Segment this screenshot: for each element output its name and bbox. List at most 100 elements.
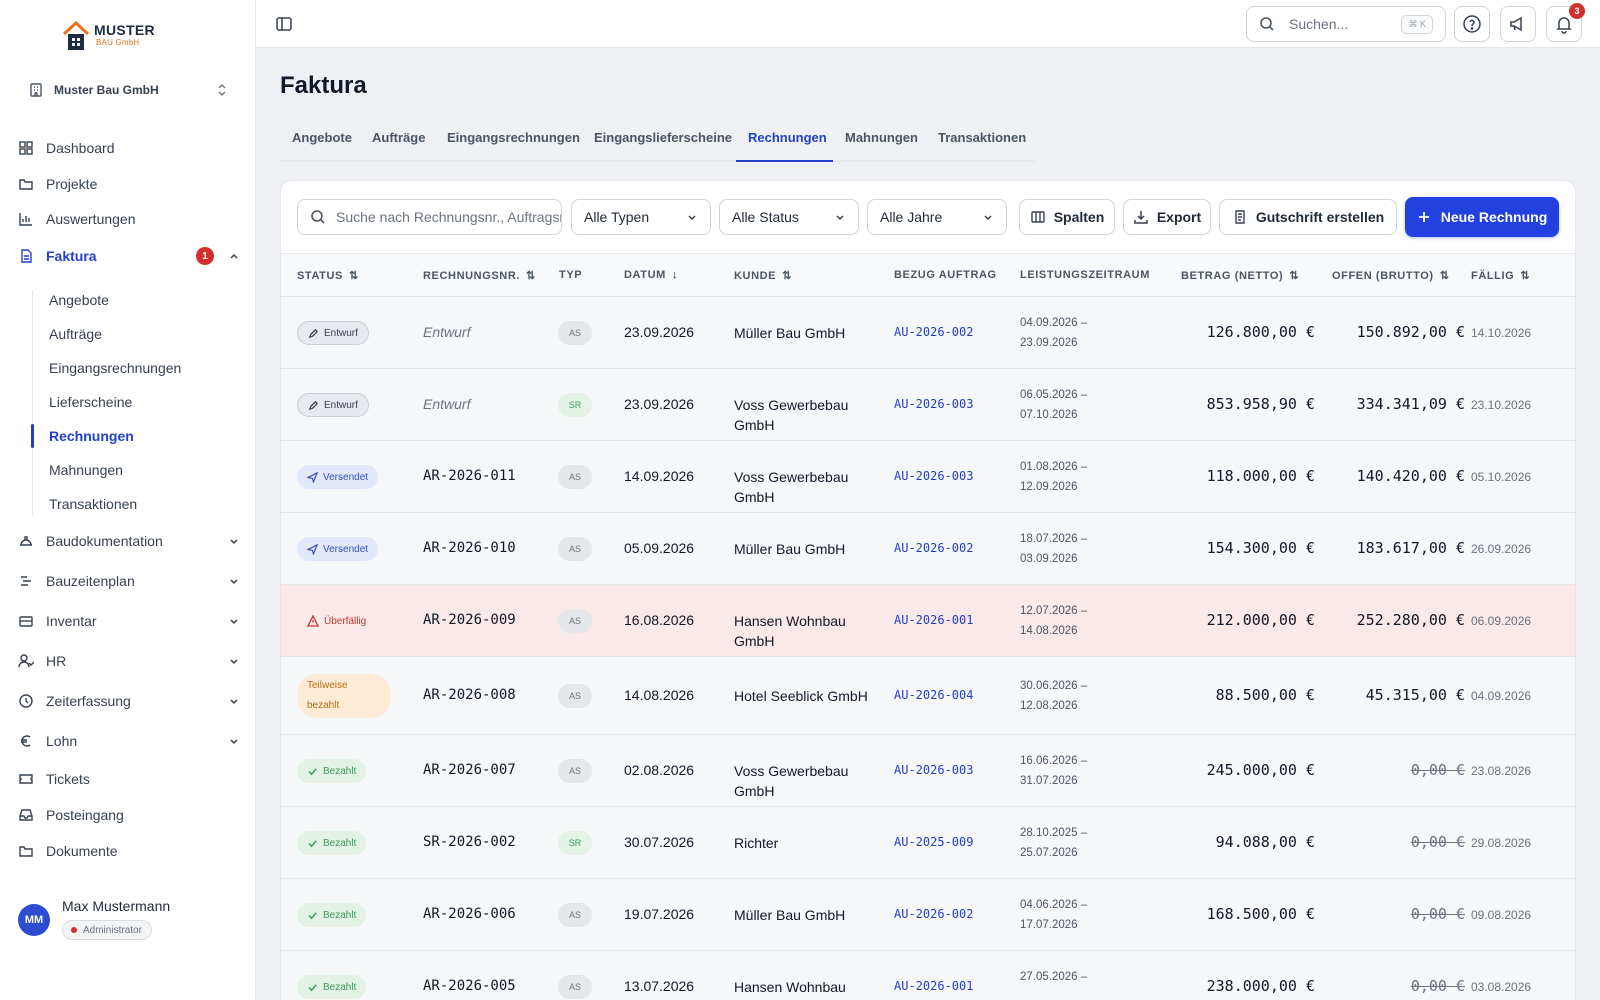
col-faellig[interactable]: FÄLLIG ⇅: [1471, 269, 1530, 283]
create-credit-note-button[interactable]: Gutschrift erstellen: [1219, 199, 1397, 235]
invoice-date: 16.08.2026: [624, 612, 695, 628]
export-button[interactable]: Export: [1123, 199, 1211, 235]
table-row[interactable]: Bezahlt SR-2026-002 SR 30.07.2026 Richter AU-…: [281, 807, 1575, 879]
order-reference-link[interactable]: AU-2025-009: [894, 835, 974, 849]
order-reference-link[interactable]: AU-2026-002: [894, 907, 974, 921]
table-row[interactable]: Versendet AR-2026-011 AS 14.09.2026 Voss Gew…: [281, 441, 1575, 513]
order-reference-link[interactable]: AU-2026-004: [894, 688, 974, 702]
subnav-auftraege[interactable]: Aufträge: [49, 326, 102, 342]
table-row[interactable]: Bezahlt AR-2026-007 AS 02.08.2026 Voss Gewer…: [281, 735, 1575, 807]
subnav-eingangsrechnungen[interactable]: Eingangsrechnungen: [49, 360, 182, 376]
nav-item-posteingang[interactable]: Posteingang: [18, 801, 240, 829]
nav-item-dashboard[interactable]: Dashboard: [18, 134, 240, 162]
col-offen[interactable]: OFFEN (BRUTTO) ⇅: [1332, 269, 1450, 283]
invoice-date: 23.09.2026: [624, 396, 695, 412]
invoice-search-input[interactable]: Suche nach Rechnungsnr., Auftragsnr.: [297, 199, 562, 235]
customer-name: Müller Bau GmbH: [734, 325, 846, 341]
tab-eingangsrechnungen[interactable]: Eingangsrechnungen: [447, 130, 580, 145]
nav-item-hr[interactable]: HR: [18, 647, 240, 675]
subnav-angebote[interactable]: Angebote: [49, 292, 109, 308]
order-reference-link[interactable]: AU-2026-001: [894, 613, 974, 627]
global-search-input[interactable]: Suchen... ⌘ K: [1246, 6, 1446, 42]
table-row[interactable]: Teilweise bezahlt AR-2026-008 AS 14.08.2026…: [281, 657, 1575, 735]
subnav-lieferscheine[interactable]: Lieferscheine: [49, 394, 133, 410]
tab-mahnungen[interactable]: Mahnungen: [845, 130, 918, 145]
invoice-number[interactable]: AR-2026-007: [423, 762, 516, 778]
tab-angebote[interactable]: Angebote: [292, 130, 352, 145]
nav-item-baudokumentation[interactable]: Baudokumentation: [18, 527, 240, 555]
year-filter-value: Alle Jahre: [880, 209, 943, 225]
invoice-number[interactable]: AR-2026-006: [423, 906, 516, 922]
subnav-mahnungen[interactable]: Mahnungen: [49, 462, 123, 478]
status-badge: Bezahlt: [297, 831, 367, 855]
year-filter-select[interactable]: Alle Jahre: [867, 199, 1007, 235]
new-invoice-button[interactable]: Neue Rechnung: [1405, 197, 1559, 237]
open-amount: 0,00 €: [1410, 833, 1465, 851]
nav-item-zeiterfassung[interactable]: Zeiterfassung: [18, 687, 240, 715]
col-rechnungsnr[interactable]: RECHNUNGSNR. ⇅: [423, 269, 536, 283]
col-status[interactable]: STATUS ⇅: [297, 269, 359, 283]
table-row[interactable]: Versendet AR-2026-010 AS 05.09.2026 Müller B…: [281, 513, 1575, 585]
order-reference-link[interactable]: AU-2026-001: [894, 979, 974, 993]
net-amount: 126.800,00 €: [1206, 323, 1315, 341]
invoice-date: 19.07.2026: [624, 906, 695, 922]
nav-item-auswertungen[interactable]: Auswertungen: [18, 205, 240, 233]
nav-item-lohn[interactable]: Lohn: [18, 727, 240, 755]
tab-transaktionen[interactable]: Transaktionen: [938, 130, 1027, 145]
order-reference-link[interactable]: AU-2026-003: [894, 763, 974, 777]
table-row[interactable]: Entwurf Entwurf AS 23.09.2026 Müller Bau Gmb…: [281, 297, 1575, 369]
table-row[interactable]: Entwurf Entwurf SR 23.09.2026 Voss Gewerbeba…: [281, 369, 1575, 441]
nav-item-projekte[interactable]: Projekte: [18, 170, 240, 198]
order-reference-link[interactable]: AU-2026-003: [894, 397, 974, 411]
announcements-button[interactable]: [1500, 6, 1536, 42]
table-row[interactable]: Überfällig AR-2026-009 AS 16.08.2026 Hansen …: [281, 585, 1575, 657]
invoice-number[interactable]: AR-2026-009: [423, 612, 516, 628]
col-betrag[interactable]: BETRAG (NETTO) ⇅: [1181, 269, 1299, 283]
sidebar-toggle-button[interactable]: [274, 14, 294, 34]
notifications-button[interactable]: 3: [1546, 3, 1585, 42]
tab-eingangslieferscheine[interactable]: Eingangslieferscheine: [594, 130, 732, 145]
type-filter-select[interactable]: Alle Typen: [571, 199, 711, 235]
check-icon: [308, 983, 317, 991]
nav-label: Inventar: [46, 613, 97, 629]
user-profile[interactable]: MM Max Mustermann Administrator: [18, 882, 248, 942]
company-switcher[interactable]: Muster Bau GmbH: [28, 78, 228, 102]
table-row[interactable]: Bezahlt AR-2026-005 AS 13.07.2026 Hansen Woh…: [281, 951, 1575, 1000]
nav-item-dokumente[interactable]: Dokumente: [18, 837, 240, 865]
help-button[interactable]: [1454, 6, 1490, 42]
due-date: 29.08.2026: [1471, 836, 1532, 850]
nav-item-bauzeitenplan[interactable]: Bauzeitenplan: [18, 567, 240, 595]
period-end: 31.07.2026: [1020, 775, 1078, 787]
status-label: Bezahlt: [323, 765, 357, 777]
invoice-number[interactable]: Entwurf: [423, 396, 471, 412]
invoice-number[interactable]: AR-2026-011: [423, 468, 516, 484]
brand-logo[interactable]: MUSTER BAU GmbH: [62, 20, 162, 52]
order-reference-link[interactable]: AU-2026-003: [894, 469, 974, 483]
subnav-transaktionen[interactable]: Transaktionen: [49, 496, 138, 512]
col-label: KUNDE: [734, 269, 777, 282]
tab-rechnungen[interactable]: Rechnungen: [748, 130, 827, 145]
chevron-down-icon: [984, 215, 992, 221]
columns-button[interactable]: Spalten: [1019, 199, 1115, 235]
nav-item-inventar[interactable]: Inventar: [18, 607, 240, 635]
service-period: 12.07.2026 – 14.08.2026: [1020, 601, 1087, 641]
invoice-date: 14.08.2026: [624, 687, 695, 703]
order-reference-link[interactable]: AU-2026-002: [894, 325, 974, 339]
box-icon: [19, 616, 33, 627]
order-reference-link[interactable]: AU-2026-002: [894, 541, 974, 555]
invoice-number[interactable]: AR-2026-010: [423, 540, 516, 556]
table-row[interactable]: Bezahlt AR-2026-006 AS 19.07.2026 Müller Bau…: [281, 879, 1575, 951]
nav-item-faktura[interactable]: Faktura 1: [18, 242, 240, 270]
col-datum[interactable]: DATUM ↓: [624, 269, 678, 281]
tab-auftraege[interactable]: Aufträge: [372, 130, 426, 145]
col-label: STATUS: [297, 269, 343, 282]
status-filter-select[interactable]: Alle Status: [719, 199, 859, 235]
invoice-number[interactable]: SR-2026-002: [423, 834, 516, 850]
col-kunde[interactable]: KUNDE ⇅: [734, 269, 792, 283]
help-icon: [1463, 15, 1481, 33]
invoice-number[interactable]: AR-2026-005: [423, 978, 516, 994]
nav-item-tickets[interactable]: Tickets: [18, 765, 240, 793]
invoice-number[interactable]: AR-2026-008: [423, 687, 516, 703]
subnav-rechnungen[interactable]: Rechnungen: [49, 428, 134, 444]
invoice-number[interactable]: Entwurf: [423, 324, 471, 340]
